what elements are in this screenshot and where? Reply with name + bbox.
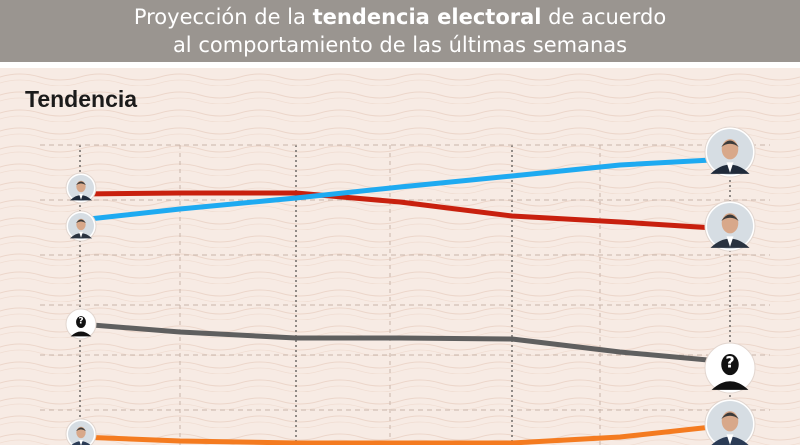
background-pattern bbox=[0, 68, 800, 445]
header-line-2: al comportamiento de las últimas semanas bbox=[172, 33, 628, 57]
candidate-photo-icon bbox=[65, 172, 97, 204]
candidate-photo-icon bbox=[704, 398, 756, 445]
header-banner: Proyección de la tendencia electoral de … bbox=[0, 0, 800, 62]
header-text-bold: tendencia electoral bbox=[312, 5, 542, 29]
series-line bbox=[77, 190, 733, 232]
section-title: Tendencia bbox=[25, 86, 138, 112]
candidate-photo-icon bbox=[65, 210, 97, 242]
svg-text:?: ? bbox=[78, 317, 83, 327]
series-line bbox=[77, 321, 733, 365]
unknown-person-icon: ? bbox=[704, 342, 756, 394]
chart-lines bbox=[77, 156, 733, 445]
unknown-person-icon: ? bbox=[65, 308, 97, 340]
candidate-photo-icon bbox=[704, 126, 756, 178]
chart-grid bbox=[40, 144, 770, 445]
svg-text:?: ? bbox=[725, 353, 734, 372]
header-divider bbox=[0, 62, 800, 68]
candidate-photo-icon bbox=[65, 418, 97, 445]
candidate-photo-icon bbox=[704, 200, 756, 252]
header-line-1: Proyección de la tendencia electoral de … bbox=[0, 4, 800, 30]
header-text-pre: Proyección de la bbox=[133, 5, 313, 29]
chart-avatars: ?? bbox=[65, 126, 756, 445]
series-line bbox=[77, 156, 733, 223]
series-line bbox=[77, 422, 733, 445]
header-text-post: de acuerdo bbox=[541, 5, 667, 29]
